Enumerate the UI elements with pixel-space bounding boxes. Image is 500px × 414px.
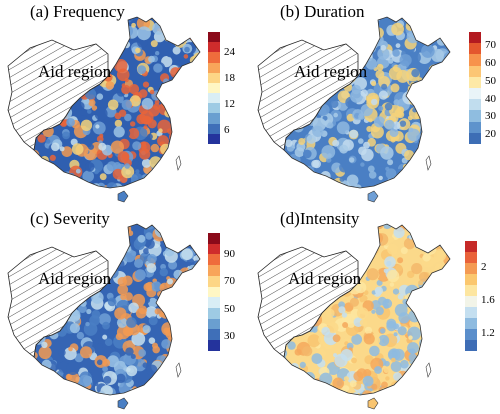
colorbar-segment — [469, 99, 481, 111]
hainan-island — [117, 397, 129, 410]
aid-region-label: Aid region — [288, 269, 362, 288]
colorbar-segment — [208, 329, 220, 341]
taiwan-island — [175, 155, 182, 171]
colorbar-segment — [208, 243, 220, 255]
colorbar-segment — [208, 133, 220, 144]
colorbar-tick-label: 70 — [485, 39, 496, 52]
colorbar-segment — [465, 285, 477, 296]
colorbar-segment — [208, 254, 220, 266]
panel-title: (d)Intensity — [280, 209, 360, 228]
colorbar-segment — [465, 318, 477, 329]
china-outline — [33, 16, 201, 189]
colorbar-tick-label: 60 — [485, 57, 496, 69]
colorbar-segment — [208, 113, 220, 124]
colorbar-segment — [208, 340, 220, 351]
colorbar-segment — [465, 307, 477, 318]
hainan-island — [367, 190, 379, 203]
colorbar-tick-label: 70 — [224, 275, 235, 288]
colorbar-tick-label: 50 — [485, 74, 496, 87]
colorbar-segment — [208, 265, 220, 276]
colorbar-segment — [208, 82, 220, 94]
colorbar-tick-label: 18 — [224, 71, 235, 84]
colorbar-segment — [208, 318, 220, 330]
panel-title: (c) Severity — [30, 209, 110, 228]
colorbar-segment — [469, 54, 481, 66]
colorbar-segment — [469, 32, 481, 44]
china-outline — [283, 223, 451, 396]
colorbar-tick-label: 24 — [224, 45, 235, 58]
hainan-island — [117, 190, 129, 203]
colorbar-segment — [208, 123, 220, 134]
colorbar-tick-label: 12 — [224, 97, 235, 110]
panel-title: (a) Frequency — [30, 2, 125, 21]
colorbar-segment — [208, 32, 220, 43]
colorbar-segment — [465, 241, 477, 252]
colorbar-segment — [465, 296, 477, 307]
panel-frequency: (a) Frequency Aid region 24 18 12 6 — [0, 0, 250, 207]
colorbar-tick-label: 1.2 — [481, 327, 495, 340]
panel-intensity: (d)Intensity Aid region 2 1.6 1.2 — [250, 207, 500, 414]
colorbar-tick-label: 20 — [485, 128, 496, 141]
colorbar-segment — [465, 340, 477, 351]
colorbar-segment — [208, 93, 220, 104]
colorbar-segment — [208, 233, 220, 244]
colorbar-tick-label: 90 — [224, 247, 235, 260]
panel-duration: (b) Duration Aid region 70 60 50 40 30 20 — [250, 0, 500, 207]
colorbar-segment — [465, 263, 477, 274]
colorbar-segment — [469, 87, 481, 100]
colorbar-segment — [469, 65, 481, 77]
colorbar-segment — [469, 76, 481, 88]
colorbar-segment — [465, 252, 477, 263]
hainan-island — [367, 397, 379, 410]
colorbar: 70 60 50 40 30 20 — [469, 32, 496, 144]
taiwan-island — [175, 362, 182, 378]
map-intensity — [257, 223, 451, 410]
colorbar-tick-label: 30 — [224, 330, 235, 343]
aid-region-label: Aid region — [38, 62, 112, 81]
colorbar-tick-label: 50 — [224, 302, 235, 315]
map-duration — [257, 16, 451, 203]
colorbar-tick-label: 1.6 — [481, 294, 495, 306]
colorbar-segment — [208, 308, 220, 319]
colorbar-segment — [208, 62, 220, 73]
colorbar-tick-label: 2 — [481, 260, 487, 273]
taiwan-island — [425, 155, 432, 171]
colorbar-segment — [208, 103, 220, 114]
colorbar-segment — [469, 43, 481, 55]
colorbar-segment — [469, 110, 481, 122]
colorbar: 2 1.6 1.2 — [465, 241, 495, 351]
china-outline — [33, 223, 201, 396]
panel-severity: (c) Severity Aid region 90 70 50 30 — [0, 207, 250, 414]
colorbar-segment — [208, 275, 220, 287]
colorbar-segment — [208, 52, 220, 63]
colorbar: 24 18 12 6 — [208, 32, 235, 144]
colorbar-tick-label: 30 — [485, 110, 496, 123]
map-severity — [7, 223, 201, 410]
colorbar-tick-label: 40 — [485, 92, 496, 105]
colorbar: 90 70 50 30 — [208, 233, 235, 351]
colorbar-segment — [208, 42, 220, 53]
colorbar-segment — [208, 286, 220, 298]
colorbar-segment — [208, 297, 220, 309]
colorbar-segment — [208, 72, 220, 83]
colorbar-segment — [469, 132, 481, 144]
map-frequency — [7, 16, 201, 203]
aid-region-label: Aid region — [294, 62, 368, 81]
colorbar-segment — [465, 274, 477, 285]
taiwan-island — [425, 362, 432, 378]
panel-title: (b) Duration — [280, 2, 365, 21]
colorbar-segment — [469, 121, 481, 133]
aid-region-label: Aid region — [38, 269, 112, 288]
colorbar-tick-label: 6 — [224, 123, 230, 136]
colorbar-segment — [465, 329, 477, 340]
china-outline — [283, 16, 451, 189]
